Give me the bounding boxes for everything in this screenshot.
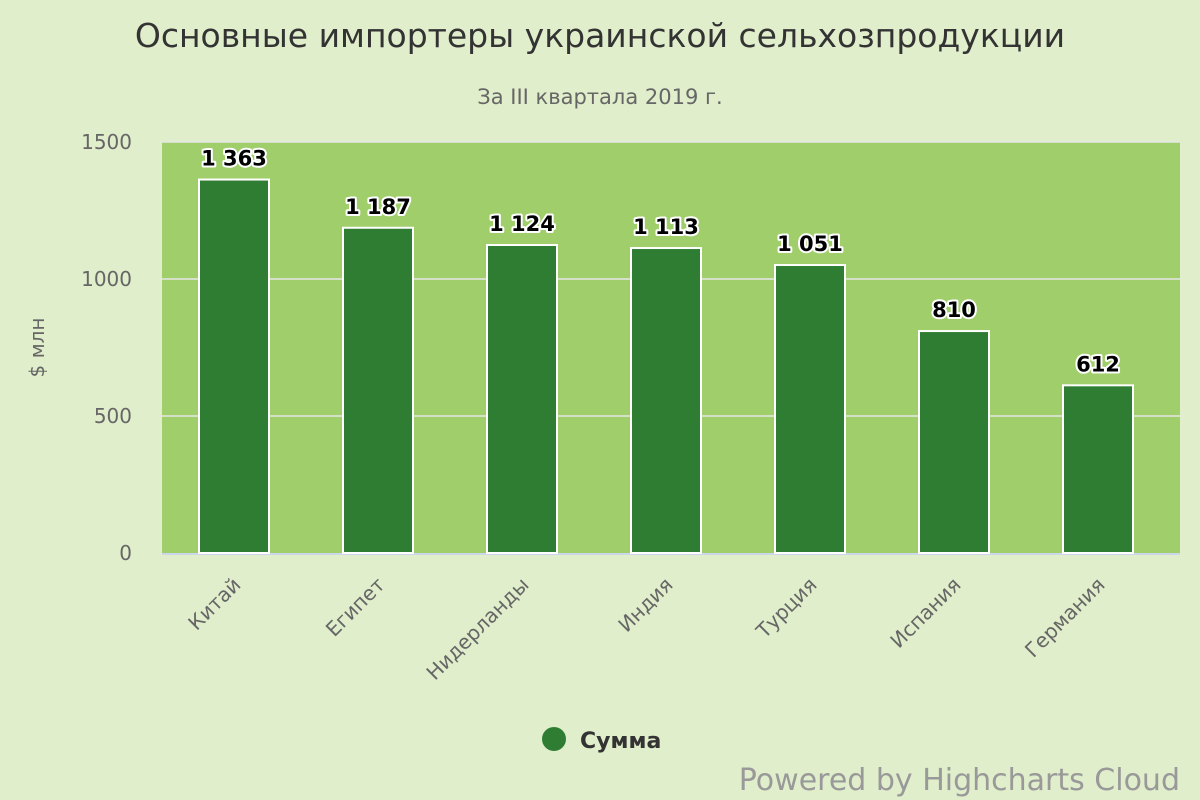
data-label-4: 1 051 <box>777 232 843 256</box>
y-tick-label-1000: 1000 <box>81 267 132 291</box>
data-label-0: 1 363 <box>201 147 267 171</box>
y-tick-label-500: 500 <box>94 404 132 428</box>
y-tick-label-0: 0 <box>119 541 132 565</box>
bar-4[interactable] <box>774 264 846 554</box>
bar-6[interactable] <box>1062 384 1134 555</box>
bar-5[interactable] <box>918 330 990 554</box>
credits-link[interactable]: Powered by Highcharts Cloud <box>739 763 1180 798</box>
bar-0[interactable] <box>198 178 270 554</box>
data-label-1: 1 187 <box>345 195 411 219</box>
legend-marker[interactable] <box>542 727 566 751</box>
legend[interactable]: Сумма <box>542 727 661 754</box>
y-tick-label-1500: 1500 <box>81 130 132 154</box>
data-label-2: 1 124 <box>489 212 555 236</box>
chart-subtitle: За III квартала 2019 г. <box>477 85 722 109</box>
bar-2[interactable] <box>486 244 558 555</box>
data-label-6: 612 <box>1076 352 1120 376</box>
bar-1[interactable] <box>342 226 414 554</box>
data-label-5: 810 <box>932 298 976 322</box>
legend-item-label[interactable]: Сумма <box>580 729 661 754</box>
chart-title: Основные импортеры украинской сельхозпро… <box>135 16 1065 55</box>
data-labels: 1 363 1 187 1 124 1 113 1 051 810 612 <box>199 145 1122 379</box>
y-axis-title: $ млн <box>25 317 49 377</box>
bars <box>198 178 1134 555</box>
y-axis-ticks: 0 500 1000 1500 <box>81 130 132 565</box>
data-label-3: 1 113 <box>633 215 699 239</box>
bar-3[interactable] <box>630 247 702 554</box>
